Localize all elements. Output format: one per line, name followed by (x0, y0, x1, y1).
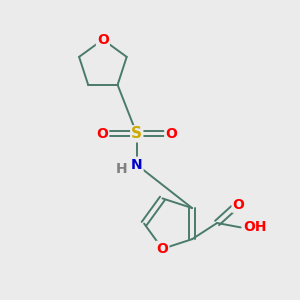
Text: O: O (97, 33, 109, 46)
Text: H: H (116, 162, 127, 176)
Text: O: O (232, 198, 244, 212)
Text: O: O (165, 127, 177, 141)
Text: S: S (131, 126, 142, 141)
Text: O: O (157, 242, 168, 256)
Text: O: O (96, 127, 108, 141)
Text: N: N (131, 158, 142, 172)
Text: OH: OH (244, 220, 267, 234)
